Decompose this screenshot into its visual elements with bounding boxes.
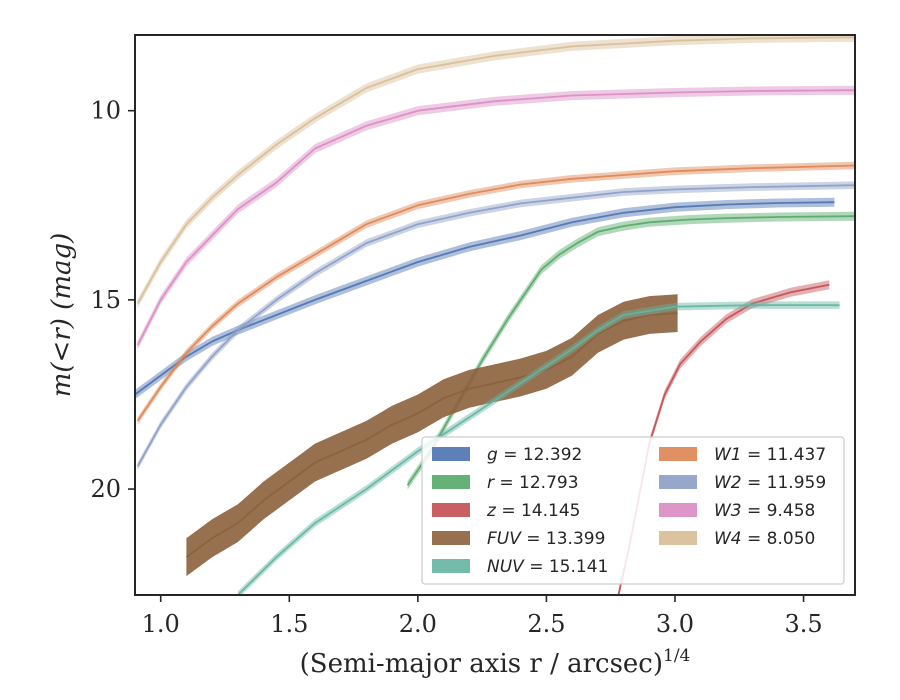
x-tick-label-0: 1.0 [142,610,180,638]
legend-swatch-NUV [432,559,470,573]
y-tick-label-2: 20 [90,475,121,503]
x-axis: 1.0 1.5 2.0 2.5 3.0 3.5 [142,595,823,638]
legend-label-FUV: FUV = 13.399 [487,529,605,549]
series-line-FUV [185,312,678,558]
legend-label-r: r = 12.793 [487,473,579,493]
x-axis-label: (Semi-major axis r / arcsec)1/4 [300,646,691,679]
x-tick-label-5: 3.5 [784,610,822,638]
legend-frame [421,436,845,585]
legend-swatch-W4 [659,531,697,545]
legend-label-NUV: NUV = 15.141 [487,557,608,577]
plot-frame [134,34,856,596]
series-line-NUV [237,304,840,595]
legend-label-W4: W4 = 8.050 [714,529,815,549]
legend-swatch-W2 [659,475,697,489]
series-line-W1 [136,164,855,422]
x-tick-label-4: 3.0 [656,610,694,638]
legend-swatch-W3 [659,503,697,517]
y-tick-label-0: 10 [90,97,121,125]
series-line-W2 [136,184,855,467]
series-line-W4 [136,36,855,305]
legend-label-W2: W2 = 11.959 [714,473,826,493]
legend-swatch-g [432,447,470,461]
legend-label-W3: W3 = 9.458 [714,501,815,521]
x-tick-label-3: 2.5 [527,610,565,638]
legend: g = 12.392 r = 12.793 z = 14.145 FUV = 13.3… [421,436,845,585]
legend-swatch-r [432,475,470,489]
x-tick-label-2: 2.0 [399,610,437,638]
y-axis: 10 15 20 [90,97,135,503]
y-tick-label-1: 15 [90,286,121,314]
legend-label-g: g = 12.392 [487,445,582,465]
series-band-W3 [137,85,855,350]
series-line-W3 [136,89,855,346]
legend-label-z: z = 14.145 [486,501,580,521]
x-tick-label-1: 1.5 [270,610,308,638]
legend-swatch-FUV [432,531,470,545]
legend-swatch-W1 [659,447,697,461]
legend-label-W1: W1 = 11.437 [714,445,826,465]
series-line-g [135,201,835,396]
legend-swatch-z [432,503,470,517]
y-axis-label: m(<r) (mag) [47,233,77,398]
